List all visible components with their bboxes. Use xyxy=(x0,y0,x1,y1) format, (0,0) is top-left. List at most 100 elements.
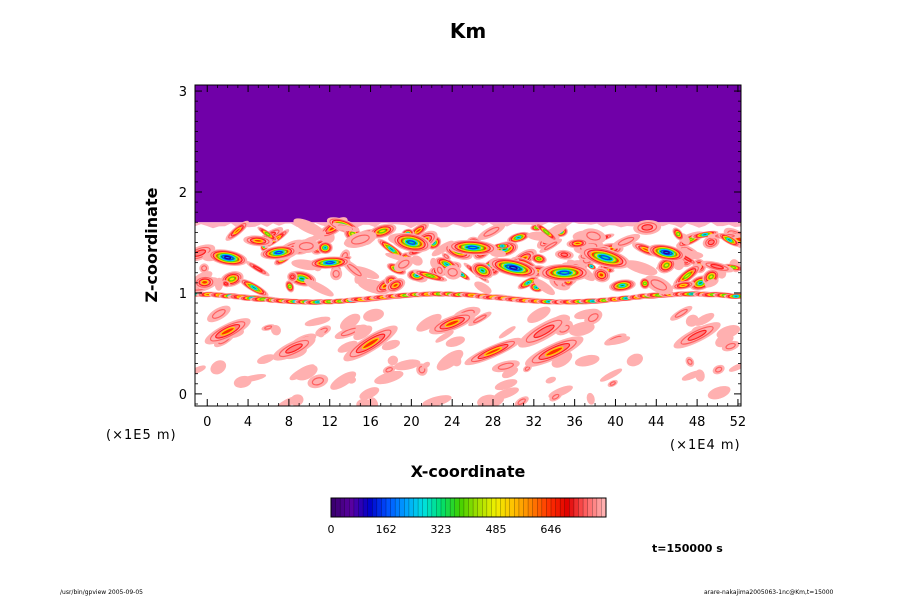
heatmap-cell xyxy=(391,232,431,253)
colorbar-swatch xyxy=(477,498,483,517)
y-axis-ticks: 0 1 2 3 xyxy=(179,85,741,405)
heatmap-cell xyxy=(716,325,741,339)
colorbar-swatch xyxy=(340,498,346,517)
heatmap-cell xyxy=(609,279,636,292)
colorbar-swatch xyxy=(349,498,355,517)
x-axis-ticks: 0 4 8 12 16 20 24 28 32 36 40 44 48 52 xyxy=(203,85,746,430)
plot-area xyxy=(195,85,741,406)
heatmap-cell xyxy=(464,337,522,366)
heatmap-cell xyxy=(611,233,641,249)
heatmap-cell xyxy=(210,360,227,375)
heatmap-cell xyxy=(530,253,547,264)
heatmap-cell xyxy=(245,261,270,277)
heatmap-cell xyxy=(581,228,606,244)
colorbar-swatch xyxy=(331,498,336,517)
y-axis-unit: (×1E5 m) xyxy=(106,428,177,443)
x-tick-label: 52 xyxy=(730,415,747,430)
heatmap-cell xyxy=(257,226,278,242)
heatmap-cell xyxy=(468,311,492,327)
heatmap-cell xyxy=(491,360,520,373)
colorbar-swatch xyxy=(431,498,437,517)
colorbar-swatch xyxy=(532,498,538,517)
colorbar-swatch xyxy=(381,498,387,517)
heatmap-cell xyxy=(549,392,562,402)
colorbar-swatch xyxy=(592,498,598,517)
heatmap-cell xyxy=(498,326,516,339)
colorbar-swatch xyxy=(537,498,543,517)
colorbar-swatch xyxy=(468,498,474,517)
colorbar-tick-label: 323 xyxy=(430,523,451,536)
heatmap-cell xyxy=(724,293,741,300)
heatmap-cell xyxy=(671,281,695,290)
heatmap-cell xyxy=(580,246,631,269)
heatmap-cell xyxy=(488,257,538,278)
heatmap-cell xyxy=(285,280,295,293)
heatmap-cell xyxy=(422,395,452,406)
heatmap-cell xyxy=(225,220,250,241)
heatmap-cell xyxy=(533,278,555,296)
heatmap-cell xyxy=(494,379,518,391)
heatmap-cell xyxy=(428,312,476,335)
colorbar-swatch xyxy=(573,498,579,517)
x-tick-label: 36 xyxy=(566,415,583,430)
x-axis-unit: (×1E4 m) xyxy=(670,438,741,453)
heatmap-cell xyxy=(275,396,298,406)
heatmap-cell xyxy=(374,370,404,385)
heatmap-cell xyxy=(555,249,574,260)
heatmap-cell xyxy=(626,353,643,367)
colorbar-tick-label: 162 xyxy=(376,523,397,536)
heatmap-cell xyxy=(204,318,251,345)
heatmap-cell xyxy=(287,271,298,283)
heatmap-cell xyxy=(394,256,414,272)
heatmap-cell xyxy=(317,329,325,338)
colorbar-swatch xyxy=(395,498,401,517)
footer-left: /usr/bin/gpview 2005-09-05 xyxy=(60,589,143,596)
colorbar-swatch xyxy=(505,498,511,517)
colorbar-swatch xyxy=(509,498,515,517)
heatmap-cell xyxy=(607,379,618,388)
colorbar-swatch xyxy=(441,498,446,517)
heatmap-cell xyxy=(685,356,695,367)
heatmap-cell xyxy=(447,239,498,256)
colorbar-swatch xyxy=(386,498,391,517)
colorbar-tick-label: 0 xyxy=(328,523,335,536)
colorbar-swatch xyxy=(473,498,479,517)
colorbar-swatch xyxy=(454,498,460,517)
colorbar-swatch xyxy=(518,498,524,517)
heatmap-cell xyxy=(393,359,421,371)
heatmap-cell xyxy=(304,279,334,297)
heatmap-cell xyxy=(673,322,721,349)
heatmap-cell xyxy=(214,277,224,291)
heatmap-cell xyxy=(295,364,318,381)
x-tick-label: 28 xyxy=(485,415,502,430)
heatmap-cell xyxy=(413,269,448,282)
colorbar-swatch xyxy=(601,498,607,517)
x-tick-label: 12 xyxy=(321,415,338,430)
heatmap-cell xyxy=(700,260,734,273)
heatmap-cell xyxy=(363,308,384,322)
colorbar-swatch xyxy=(491,498,497,517)
heatmap-cell xyxy=(592,267,611,283)
heatmap-cell xyxy=(702,235,720,249)
heatmap-cell xyxy=(308,256,351,269)
heatmap-cell xyxy=(377,238,406,260)
heatmap-cell xyxy=(584,310,603,325)
heatmap-cell xyxy=(243,235,273,247)
heatmap-cell xyxy=(644,275,673,295)
heatmap-cell xyxy=(435,330,454,343)
heatmap-cell xyxy=(599,368,623,382)
colorbar-swatch xyxy=(418,498,424,517)
heatmap-cell xyxy=(691,230,719,239)
heatmap-cell xyxy=(221,280,231,288)
heatmap-cell xyxy=(518,314,571,348)
colorbar: 0 162 323 485 646 xyxy=(328,497,607,536)
x-tick-label: 20 xyxy=(403,415,420,430)
colorbar-swatch xyxy=(564,498,570,517)
heatmap-cell xyxy=(490,396,504,406)
colorbar-swatch xyxy=(514,498,520,517)
colorbar-swatch xyxy=(546,498,552,517)
colorbar-tick-label: 646 xyxy=(540,523,561,536)
colorbar-swatch xyxy=(390,498,396,517)
colorbar-swatch xyxy=(436,498,442,517)
heatmap-cell xyxy=(239,373,267,383)
